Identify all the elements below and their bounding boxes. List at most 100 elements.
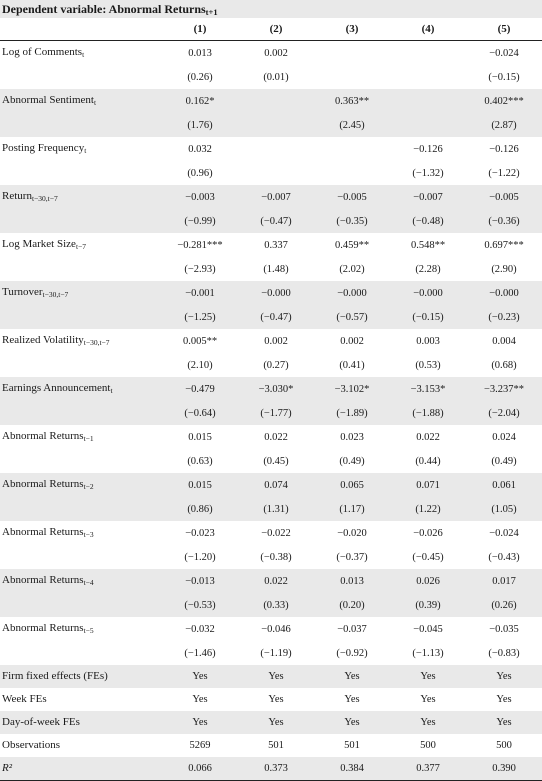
column-header-1: (1)	[162, 18, 238, 41]
variable-label: Abnormal Returnst−4	[0, 569, 162, 594]
coefficient-cell: −0.013	[162, 569, 238, 594]
coefficient-row: Abnormal Returnst−5 −0.032 −0.046 −0.037 −0.…	[0, 617, 542, 642]
t-stat-cell: (−1.46)	[184, 648, 216, 659]
t-stat-cell: (2.45)	[314, 114, 390, 137]
footer-row: R² 0.066 0.373 0.384 0.377 0.390	[0, 757, 542, 781]
footer-cell: Yes	[390, 711, 466, 734]
footer-cell: 0.373	[238, 757, 314, 781]
coefficient-cell: −0.479	[162, 377, 238, 402]
footer-cell: Yes	[420, 694, 436, 705]
t-stat-cell: (−0.48)	[390, 210, 466, 233]
coefficient-cell: 0.017	[466, 569, 542, 594]
coefficient-cell	[314, 41, 390, 67]
t-stat-cell: (2.02)	[339, 264, 365, 275]
t-stat-cell: (0.49)	[491, 456, 517, 467]
t-stat-cell: (−1.89)	[314, 402, 390, 425]
variable-subscript: t	[84, 146, 87, 155]
t-stat-cell: (0.20)	[314, 594, 390, 617]
coefficient-cell: 0.065	[314, 473, 390, 498]
variable-label: Turnovert−30,t−7	[0, 281, 162, 306]
coefficient-cell	[390, 89, 466, 114]
variable-subscript: t−2	[83, 482, 94, 491]
variable-label: Abnormal Returnst−2	[0, 473, 162, 498]
coefficient-cell: −0.126	[489, 144, 519, 155]
t-stat-cell: (−0.64)	[162, 402, 238, 425]
t-stat-row: (1.76) (2.45) (2.87)	[0, 114, 542, 137]
coefficient-cell: 0.337	[264, 240, 288, 251]
t-stat-cell: (0.33)	[238, 594, 314, 617]
variable-subscript: t−5	[83, 626, 94, 635]
t-stat-cell: (0.49)	[339, 456, 365, 467]
footer-cell: 500	[496, 740, 512, 751]
coefficient-cell: −0.022	[261, 528, 291, 539]
t-stat-cell: (−2.04)	[466, 402, 542, 425]
coefficient-cell: −0.046	[261, 624, 291, 635]
t-stat-cell: (−0.57)	[314, 306, 390, 329]
variable-label: Abnormal Sentimentt	[0, 89, 162, 114]
coefficient-cell: 0.032	[188, 144, 212, 155]
footer-label: R²	[0, 757, 162, 781]
coefficient-row: Posting Frequencyt 0.032 −0.126 −0.126	[0, 137, 542, 162]
t-stat-cell: (−0.36)	[466, 210, 542, 233]
t-stat-row: (0.96) (−1.32) (−1.22)	[0, 162, 542, 185]
coefficient-cell: −0.037	[337, 624, 367, 635]
t-stat-cell: (−0.45)	[412, 552, 444, 563]
footer-cell: 500	[420, 740, 436, 751]
t-stat-cell: (−0.83)	[488, 648, 520, 659]
coefficient-cell: −0.003	[162, 185, 238, 210]
t-stat-cell: (−0.47)	[238, 210, 314, 233]
footer-row: Day-of-week FEs Yes Yes Yes Yes Yes	[0, 711, 542, 734]
footer-row: Week FEs Yes Yes Yes Yes Yes	[0, 688, 542, 711]
regression-table: (1) (2) (3) (4) (5) Log of Commentst 0.01…	[0, 18, 542, 781]
footer-cell: Yes	[162, 711, 238, 734]
title-main: Dependent variable: Abnormal Returns	[2, 2, 206, 16]
variable-name: Earnings Announcement	[2, 382, 111, 394]
t-stat-label-blank	[0, 402, 162, 425]
t-stat-cell: (−1.25)	[162, 306, 238, 329]
variable-name: Abnormal Returns	[2, 574, 84, 586]
header-blank	[0, 18, 162, 41]
t-stat-cell: (−0.99)	[162, 210, 238, 233]
coefficient-cell: 0.024	[492, 432, 516, 443]
t-stat-cell: (0.39)	[390, 594, 466, 617]
variable-label: Posting Frequencyt	[0, 137, 162, 162]
variable-label: Returnt−30,t−7	[0, 185, 162, 210]
coefficient-cell: −3.030*	[238, 377, 314, 402]
t-stat-label-blank	[0, 258, 162, 281]
coefficient-row: Abnormal Returnst−3 −0.023 −0.022 −0.020 −0.…	[0, 521, 542, 546]
footer-cell: 0.377	[390, 757, 466, 781]
t-stat-cell: (−1.88)	[390, 402, 466, 425]
variable-subscript: t−30,t−7	[83, 338, 110, 347]
t-stat-cell: (2.90)	[491, 264, 517, 275]
coefficient-cell: 0.697***	[484, 240, 524, 251]
coefficient-row: Abnormal Returnst−4 −0.013 0.022 0.013 0.026…	[0, 569, 542, 594]
t-stat-cell: (−1.13)	[412, 648, 444, 659]
t-stat-cell: (2.28)	[415, 264, 441, 275]
table-title: Dependent variable: Abnormal Returnst+1	[0, 0, 542, 18]
variable-subscript: t−7	[75, 242, 87, 251]
coefficient-cell: −0.032	[185, 624, 215, 635]
t-stat-label-blank	[0, 546, 162, 569]
coefficient-cell	[238, 137, 314, 162]
coefficient-cell: 0.074	[238, 473, 314, 498]
footer-cell: Yes	[390, 665, 466, 688]
footer-cell: Yes	[496, 694, 512, 705]
coefficient-cell: −0.026	[413, 528, 443, 539]
coefficient-cell	[238, 89, 314, 114]
coefficient-cell: 0.022	[238, 569, 314, 594]
t-stat-cell: (0.63)	[187, 456, 213, 467]
footer-cell: 0.066	[162, 757, 238, 781]
t-stat-label-blank	[0, 114, 162, 137]
column-header-5: (5)	[466, 18, 542, 41]
coefficient-cell: 0.023	[340, 432, 364, 443]
coefficient-cell	[390, 41, 466, 67]
coefficient-cell: −0.000	[238, 281, 314, 306]
footer-label: Day-of-week FEs	[0, 711, 162, 734]
t-stat-cell: (−1.77)	[238, 402, 314, 425]
coefficient-cell: 0.026	[390, 569, 466, 594]
variable-label: Abnormal Returnst−1	[0, 425, 162, 450]
t-stat-row: (−1.46) (−1.19) (−0.92) (−1.13) (−0.83)	[0, 642, 542, 665]
footer-cell: 0.384	[314, 757, 390, 781]
coefficient-row: Log Market Sizet−7 −0.281*** 0.337 0.459** 0…	[0, 233, 542, 258]
